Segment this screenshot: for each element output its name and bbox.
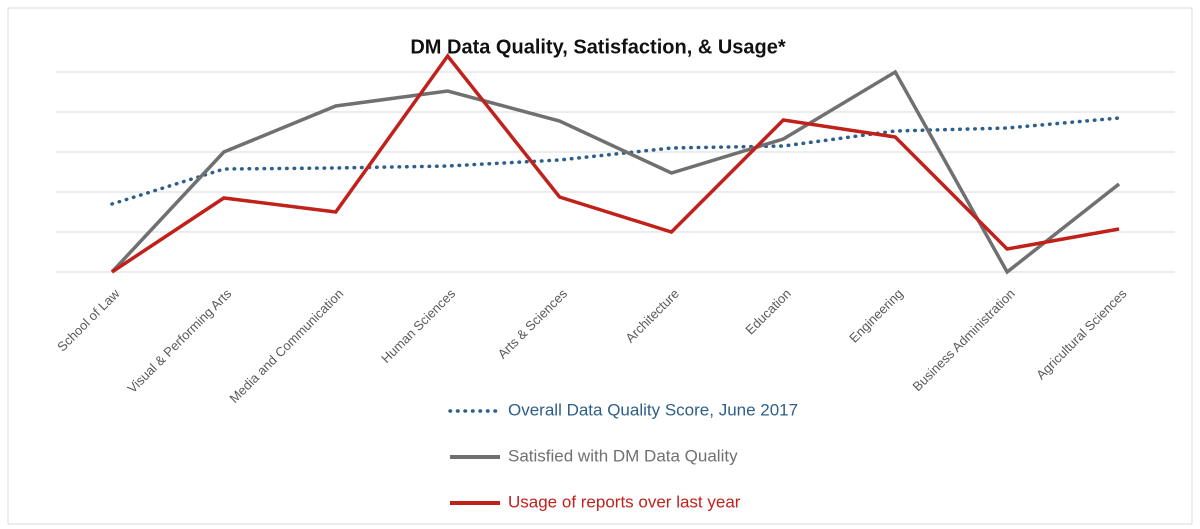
legend-label: Usage of reports over last year <box>508 492 741 511</box>
series-line <box>110 116 1121 206</box>
chart-frame <box>7 7 1193 525</box>
legend-label: Overall Data Quality Score, June 2017 <box>508 400 798 419</box>
series-line <box>110 53 1120 274</box>
legend-label: Satisfied with DM Data Quality <box>508 446 738 465</box>
chart-title: DM Data Quality, Satisfaction, & Usage* <box>410 36 785 58</box>
series-line <box>110 69 1121 275</box>
